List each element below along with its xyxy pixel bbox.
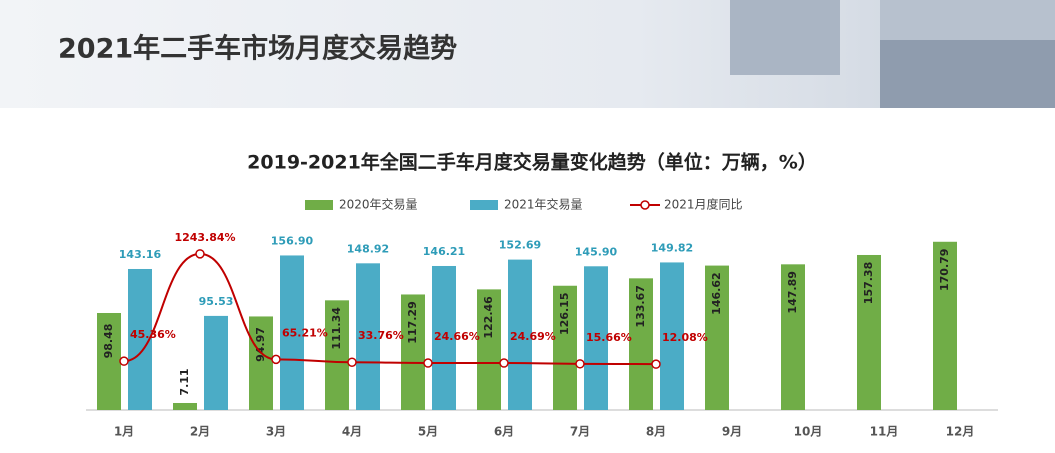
data-label: 95.53 (199, 295, 234, 308)
bar (204, 315, 228, 410)
legend-label: 2020年交易量 (339, 197, 418, 212)
x-tick-label: 4月 (342, 425, 362, 439)
bar (705, 265, 729, 410)
data-label: 170.79 (938, 249, 951, 291)
point (195, 249, 205, 259)
x-tick-label: 3月 (266, 425, 286, 439)
data-label: 111.34 (330, 307, 343, 350)
data-label: 33.76% (358, 329, 404, 342)
bar (97, 312, 121, 410)
x-tick-label: 8月 (646, 425, 666, 439)
data-label: 24.66% (434, 330, 480, 343)
x-tick-label: 6月 (494, 425, 514, 439)
data-label: 149.82 (651, 241, 693, 254)
data-label: 126.15 (558, 293, 571, 335)
bar (280, 255, 304, 410)
bar (173, 402, 197, 410)
x-tick-label: 11月 (870, 425, 899, 439)
data-label: 65.21% (282, 326, 328, 339)
point (423, 358, 433, 368)
point (119, 356, 129, 366)
data-label: 122.46 (482, 296, 495, 339)
data-label: 147.89 (786, 271, 799, 313)
bar (629, 278, 653, 410)
bar (128, 268, 152, 410)
data-label: 146.62 (710, 272, 723, 314)
data-label: 12.08% (662, 331, 708, 344)
data-label: 7.11 (178, 368, 191, 395)
data-label: 157.38 (862, 262, 875, 304)
data-label: 152.69 (499, 239, 541, 252)
data-label: 24.69% (510, 330, 556, 343)
data-label: 148.92 (347, 242, 389, 255)
x-tick-label: 10月 (794, 425, 823, 439)
point (271, 354, 281, 365)
legend-swatch (470, 200, 498, 210)
bar (781, 264, 805, 410)
bar (477, 289, 501, 410)
data-label: 94.97 (254, 327, 267, 362)
data-label: 146.21 (423, 245, 465, 258)
data-label: 156.90 (271, 234, 314, 247)
point (499, 358, 509, 368)
data-label: 1243.84% (174, 231, 235, 244)
x-tick-label: 1月 (114, 425, 134, 439)
cube (880, 0, 1055, 40)
data-label: 15.66% (586, 331, 632, 344)
data-label: 143.16 (119, 248, 162, 261)
data-label: 98.48 (102, 324, 115, 359)
header-title: 2021年二手车市场月度交易趋势 (58, 33, 457, 65)
chart-title: 2019-2021年全国二手车月度交易量变化趋势（单位：万辆，%） (247, 151, 817, 174)
bar (508, 259, 532, 410)
data-label: 145.90 (575, 245, 618, 258)
bar (432, 265, 456, 410)
point (347, 357, 357, 367)
header-band (0, 0, 1055, 108)
bar (325, 300, 349, 410)
bar (857, 254, 881, 410)
data-label: 117.29 (406, 301, 419, 343)
data-label: 133.67 (634, 285, 647, 327)
point (575, 359, 585, 369)
bar (356, 263, 380, 410)
point (651, 359, 661, 369)
bar (401, 294, 425, 410)
legend-swatch (640, 200, 650, 210)
x-tick-label: 9月 (722, 425, 742, 439)
bar (660, 262, 684, 410)
legend-swatch (305, 200, 333, 210)
bar (933, 241, 957, 410)
legend-label: 2021月度同比 (664, 197, 743, 212)
bar (553, 285, 577, 410)
data-label: 45.36% (130, 328, 176, 341)
cube (730, 0, 840, 75)
x-tick-label: 7月 (570, 425, 590, 439)
x-tick-label: 12月 (946, 425, 975, 439)
x-tick-label: 2月 (190, 425, 210, 439)
bar (584, 266, 608, 410)
x-tick-label: 5月 (418, 425, 438, 439)
legend-label: 2021年交易量 (504, 197, 583, 212)
bar (249, 316, 273, 410)
